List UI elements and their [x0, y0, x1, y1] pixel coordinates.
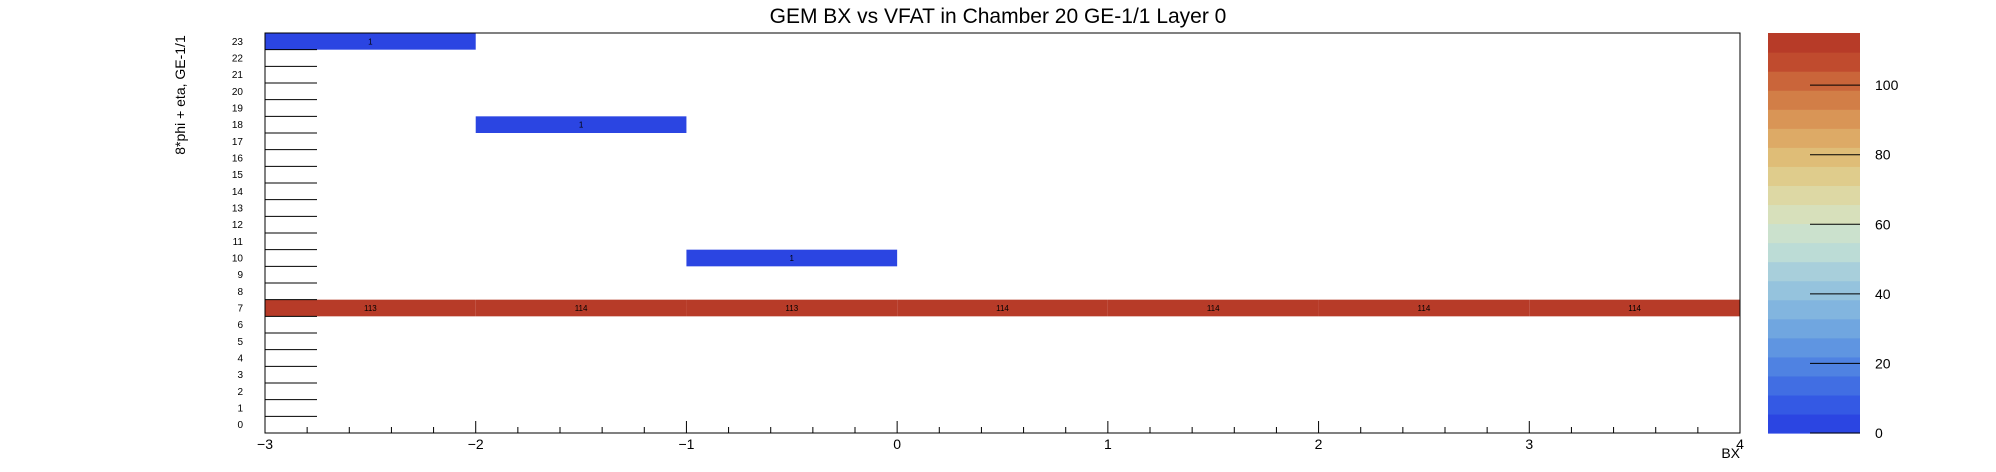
- cell-value-label: 1: [368, 37, 373, 46]
- heatmap-cell: [1529, 299, 1740, 317]
- colorbar-segment: [1768, 394, 1860, 415]
- y-tick-label: 6: [237, 320, 243, 331]
- heatmap-cell: [686, 299, 898, 317]
- x-axis-ticks: −3 −2 −1 0 1 2 3 4: [257, 421, 1744, 452]
- y-tick-label: 10: [232, 254, 244, 265]
- cell-value-label: 1: [790, 254, 795, 263]
- heatmap-cell: [686, 249, 898, 267]
- cell-value-label: 114: [996, 304, 1009, 313]
- cell-labels: 1 1 1 113 114 113 114 114 114 114: [364, 37, 1642, 313]
- y-tick-label: 3: [237, 370, 243, 381]
- colorbar-segment: [1768, 90, 1860, 110]
- heatmap-cells: [265, 33, 1740, 317]
- colorbar-segment: [1768, 185, 1860, 206]
- colorbar-tick-label: 40: [1875, 286, 1891, 302]
- colorbar-segment: [1768, 318, 1860, 339]
- y-tick-label: 1: [237, 404, 243, 415]
- cell-value-label: 114: [1418, 304, 1431, 313]
- x-tick-label: −3: [257, 436, 273, 452]
- x-tick-label: 2: [1315, 436, 1323, 452]
- colorbar: 0 20 40 60 80 100: [1768, 33, 1899, 441]
- cell-value-label: 113: [364, 304, 377, 313]
- y-tick-label: 9: [237, 270, 243, 281]
- colorbar-segment: [1768, 52, 1860, 72]
- heatmap-cell: [1107, 299, 1319, 317]
- cell-value-label: 113: [785, 304, 798, 313]
- y-tick-label: 13: [232, 204, 244, 215]
- colorbar-segment: [1768, 33, 1860, 53]
- colorbar-segment: [1768, 242, 1860, 263]
- heatmap-cell: [475, 299, 687, 317]
- x-tick-label: 4: [1736, 436, 1744, 452]
- heatmap-cell: [897, 299, 1108, 317]
- x-tick-label: −2: [468, 436, 484, 452]
- cell-value-label: 114: [1628, 304, 1641, 313]
- y-tick-label: 4: [237, 354, 243, 365]
- colorbar-segment: [1768, 71, 1860, 91]
- colorbar-segment: [1768, 261, 1860, 282]
- colorbar-tick-label: 0: [1875, 425, 1883, 441]
- y-tick-label: 11: [233, 237, 244, 248]
- colorbar-tick-label: 80: [1875, 147, 1891, 163]
- heatmap-cell: [265, 299, 476, 317]
- heatmap-cell: [265, 33, 476, 50]
- colorbar-tick-label: 60: [1875, 216, 1891, 232]
- colorbar-segment: [1768, 299, 1860, 320]
- y-tick-label: 20: [232, 87, 244, 98]
- y-tick-label: 12: [232, 220, 244, 231]
- y-tick-label: 2: [237, 387, 243, 398]
- y-tick-label: 0: [237, 420, 243, 431]
- colorbar-segment: [1768, 128, 1860, 148]
- colorbar-segment: [1768, 166, 1860, 186]
- x-tick-label: −1: [678, 436, 694, 452]
- y-tick-label: 5: [237, 337, 243, 348]
- x-tick-label: 3: [1525, 436, 1533, 452]
- y-tick-label: 22: [232, 54, 244, 65]
- colorbar-segment: [1768, 337, 1860, 358]
- y-tick-label: 8: [237, 287, 243, 298]
- colorbar-segment: [1768, 147, 1860, 167]
- x-axis-label: BX: [1721, 445, 1740, 461]
- y-tick-label: 17: [232, 137, 244, 148]
- cell-value-label: 114: [575, 304, 588, 313]
- y-tick-label: 14: [232, 187, 244, 198]
- chart-title: GEM BX vs VFAT in Chamber 20 GE-1/1 Laye…: [770, 5, 1227, 28]
- heatmap-cell: [1318, 299, 1530, 317]
- y-tick-label: 18: [232, 120, 244, 131]
- cell-value-label: 114: [1207, 304, 1220, 313]
- y-tick-label: 16: [232, 154, 244, 165]
- cell-value-label: 1: [579, 121, 584, 130]
- y-tick-label: 19: [232, 104, 244, 115]
- colorbar-segment: [1768, 356, 1860, 377]
- colorbar-segment: [1768, 375, 1860, 396]
- x-tick-label: 1: [1104, 436, 1112, 452]
- colorbar-segment: [1768, 109, 1860, 129]
- colorbar-segment: [1768, 413, 1860, 434]
- y-tick-label: 23: [232, 37, 244, 48]
- heatmap-cell: [475, 116, 687, 133]
- plot-frame: [264, 32, 1741, 434]
- x-tick-label: 0: [893, 436, 901, 452]
- y-axis-label: 8*phi + eta, GE-1/1: [172, 35, 188, 155]
- y-tick-label: 21: [232, 70, 244, 81]
- colorbar-segment: [1768, 204, 1860, 225]
- colorbar-segment: [1768, 223, 1860, 244]
- colorbar-segment: [1768, 280, 1860, 301]
- colorbar-tick-label: 20: [1875, 355, 1891, 371]
- y-tick-label: 15: [232, 170, 244, 181]
- colorbar-tick-label: 100: [1875, 77, 1899, 93]
- y-tick-label: 7: [237, 304, 243, 315]
